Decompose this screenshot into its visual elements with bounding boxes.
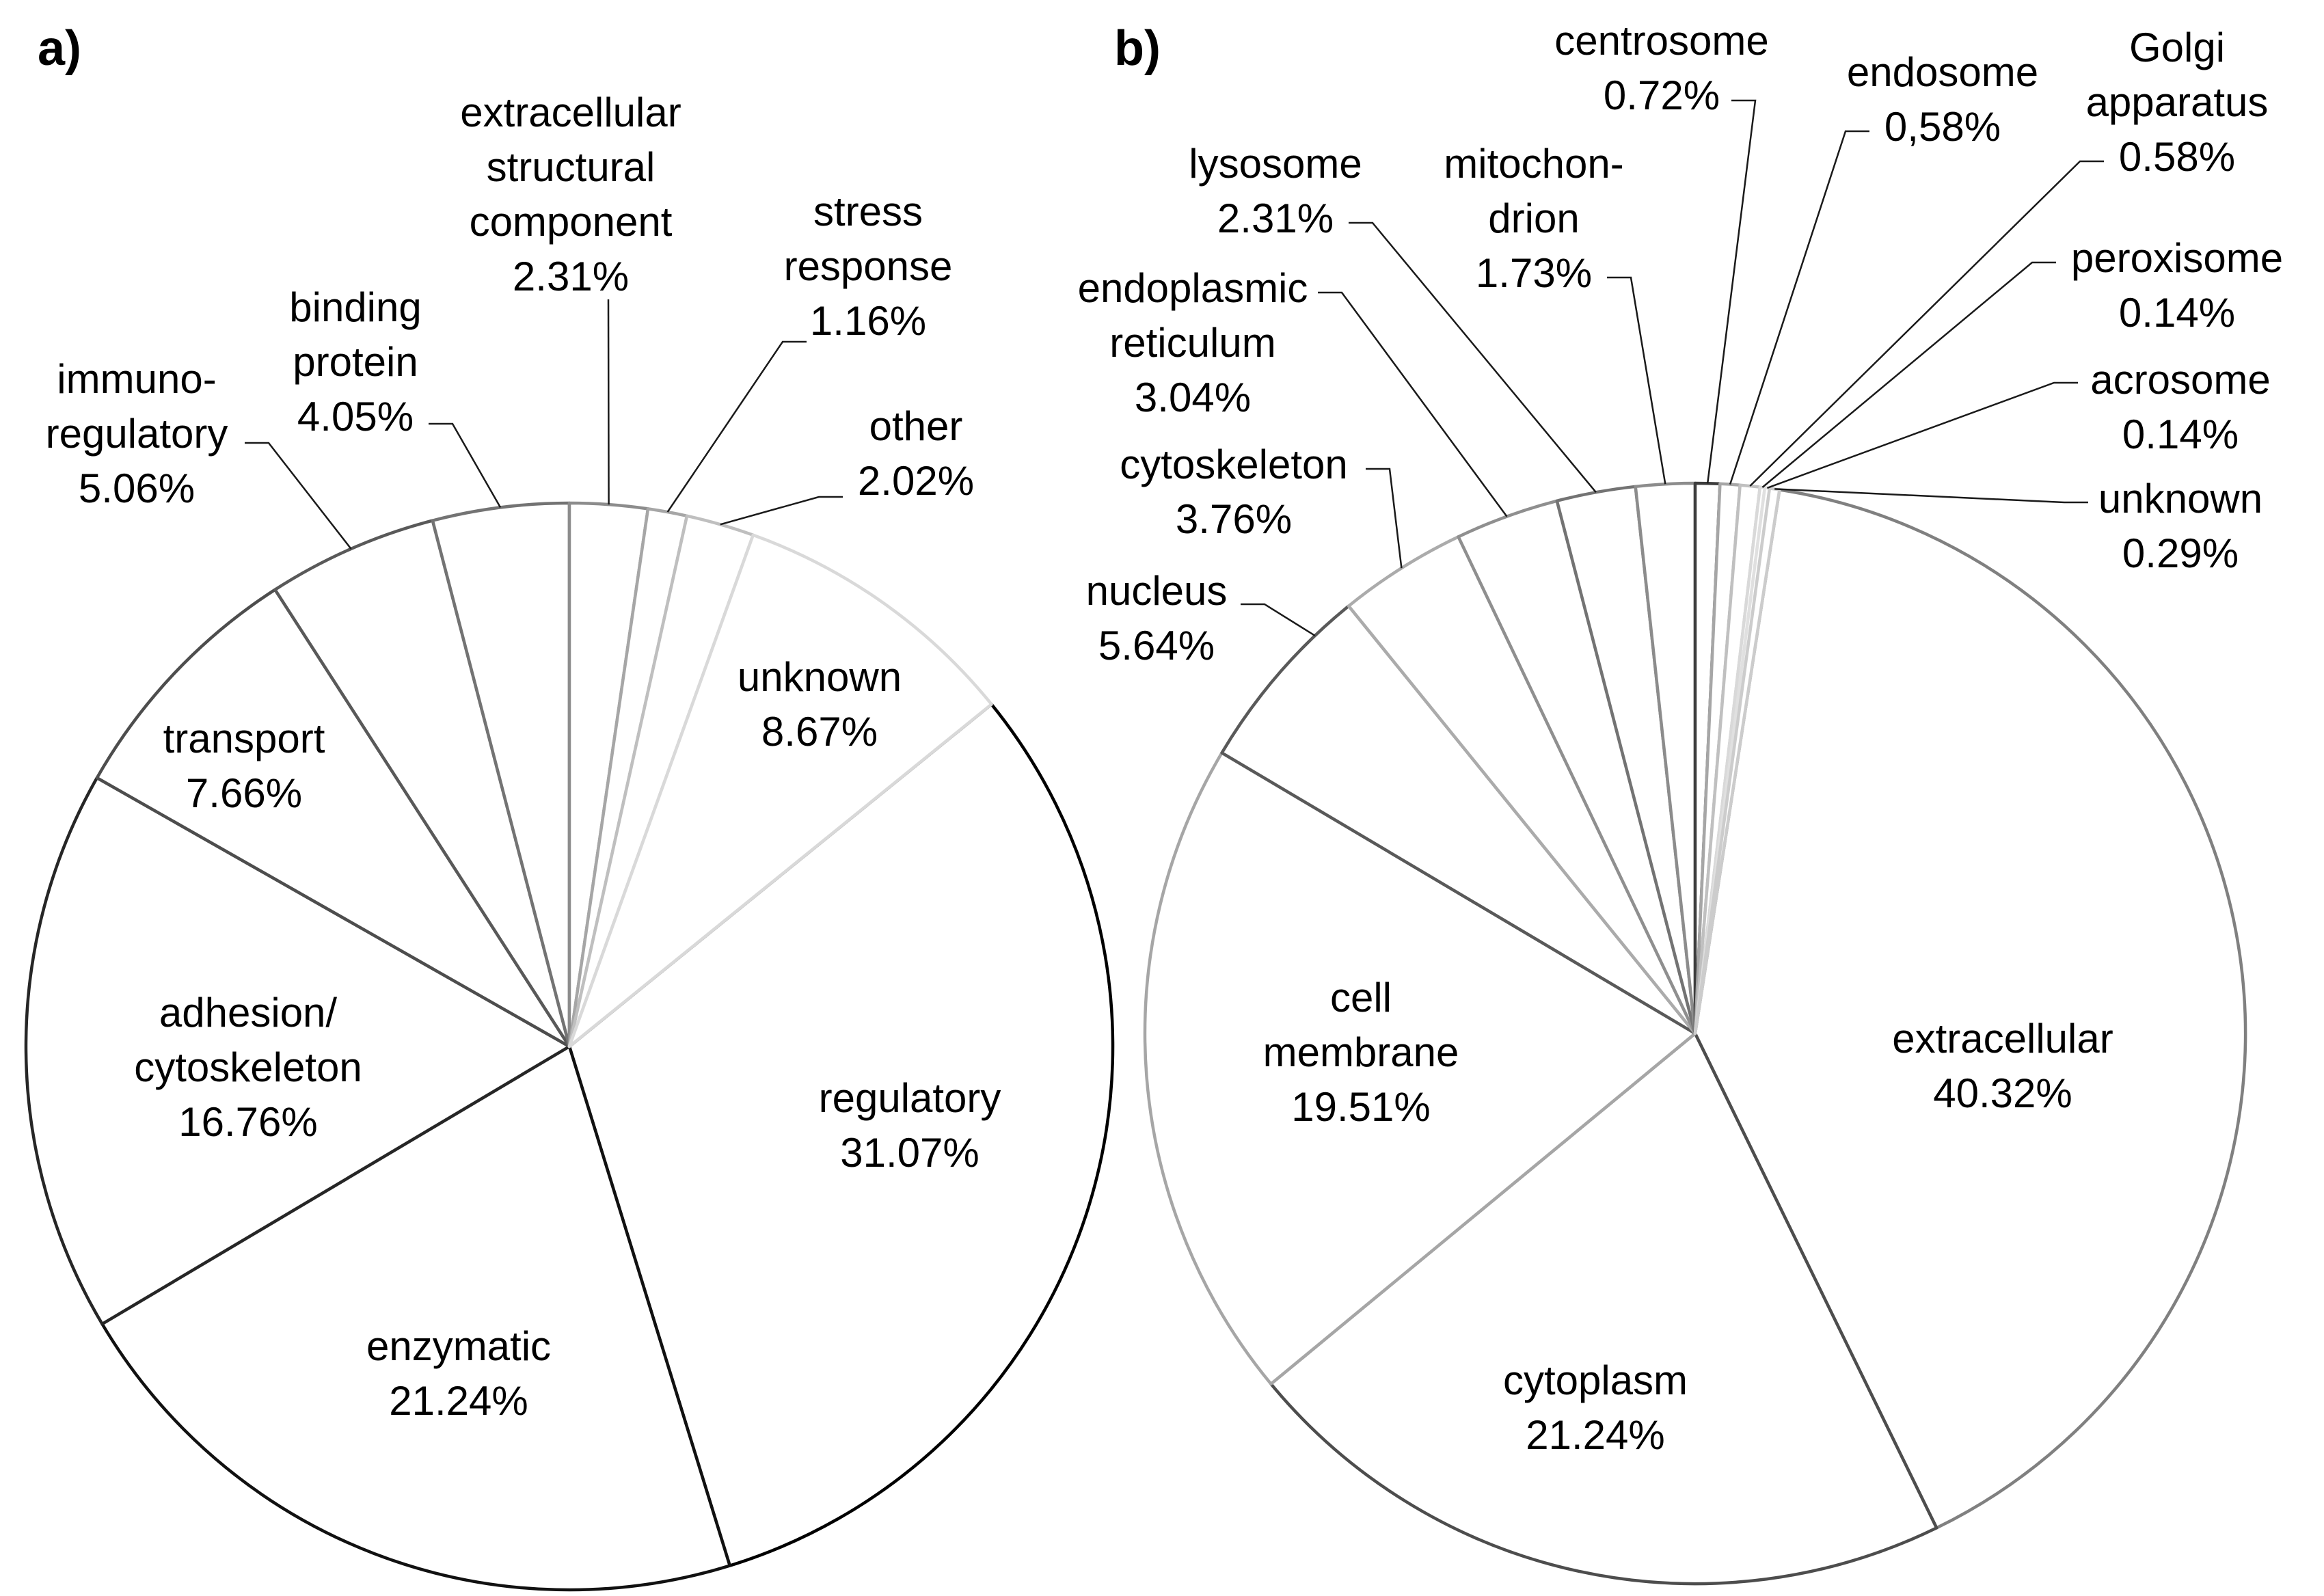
pie-slice-nucleus <box>1220 604 1697 1036</box>
slice-label-endoplasmic-reticulum: endoplasmic reticulum 3.04% <box>1077 265 1308 420</box>
slice-label-immuno-regulatory: immuno- regulatory 5.06% <box>45 356 228 511</box>
pie-slice-extracellular <box>1693 488 2247 1530</box>
leader-line-golgi-apparatus <box>1749 160 2104 487</box>
pie-slice-unknown <box>567 533 993 1049</box>
slice-label-binding-protein: binding protein 4.05% <box>289 284 422 439</box>
slice-label-cell-membrane: cell membrane 19.51% <box>1262 975 1459 1130</box>
slice-label-unknown: unknown 8.67% <box>737 654 902 755</box>
slice-label-centrosome: centrosome 0.72% <box>1554 18 1769 118</box>
leader-line-acrosome <box>1766 381 2078 489</box>
pie-slice-cell-membrane <box>1143 751 1697 1385</box>
leader-line-extracellular-structural-component <box>607 299 610 505</box>
pie-slice-enzymatic <box>100 1044 731 1592</box>
leader-line-mitochondrion <box>1607 276 1666 485</box>
slice-label-unknown: unknown 0.29% <box>2098 476 2263 576</box>
slice-label-stress-response: stress response 1.16% <box>783 189 953 344</box>
slice-label-acrosome: acrosome 0.14% <box>2090 357 2271 457</box>
leader-line-nucleus <box>1241 603 1316 637</box>
pie-slice-binding-protein <box>431 501 571 1049</box>
slice-label-extracellular: extracellular 40.32% <box>1892 1016 2113 1116</box>
pie-slice-adhesion-cytoskeleton <box>24 776 571 1326</box>
slice-label-other: other 2.02% <box>857 403 975 504</box>
slice-label-mitochondrion: mitochon- drion 1.73% <box>1444 141 1624 296</box>
leader-line-stress-response <box>666 340 807 513</box>
leader-line-binding-protein <box>429 422 502 509</box>
leader-line-unknown <box>1774 488 2088 504</box>
leader-line-endosome <box>1729 130 1869 485</box>
slice-label-cytoplasm: cytoplasm 21.24% <box>1502 1357 1688 1458</box>
slice-label-peroxisome: peroxisome 0.14% <box>2070 235 2284 336</box>
leader-line-cytoskeleton <box>1366 468 1403 569</box>
slice-label-golgi-apparatus: Golgi apparatus 0.58% <box>2085 25 2269 180</box>
panel-b-label: b) <box>1114 21 1161 76</box>
leader-line-peroxisome <box>1761 261 2056 488</box>
pie-b <box>1143 99 2247 1586</box>
slice-label-endosome: endosome 0,58% <box>1846 49 2039 150</box>
pie-slice-immuno-regulatory <box>273 519 571 1049</box>
slice-label-adhesion-cytoskeleton: adhesion/ cytoskeleton 16.76% <box>134 990 362 1145</box>
pie-slice-cytoplasm <box>1269 1031 1938 1586</box>
leader-line-lysosome <box>1349 221 1597 493</box>
slice-label-transport: transport 7.66% <box>163 716 325 816</box>
slice-label-lysosome: lysosome 2.31% <box>1189 141 1362 241</box>
pie-slice-regulatory <box>567 703 1115 1567</box>
slice-label-regulatory: regulatory 31.07% <box>818 1075 1001 1176</box>
panel-a-label: a) <box>38 21 82 76</box>
pie-a <box>24 299 1115 1592</box>
slice-label-nucleus: nucleus 5.64% <box>1085 568 1228 668</box>
leader-line-other <box>720 496 843 526</box>
slice-label-enzymatic: enzymatic 21.24% <box>366 1323 552 1424</box>
slice-label-extracellular-structural-component: extracellular structural component 2.31% <box>460 90 681 299</box>
slice-label-cytoskeleton: cytoskeleton 3.76% <box>1120 442 1348 542</box>
pie-slice-transport <box>95 588 571 1049</box>
leader-line-immuno-regulatory <box>245 442 352 550</box>
pie-slice-cytoskeleton <box>1347 535 1697 1036</box>
leader-line-endoplasmic-reticulum <box>1318 291 1508 517</box>
leader-line-centrosome <box>1706 99 1757 484</box>
